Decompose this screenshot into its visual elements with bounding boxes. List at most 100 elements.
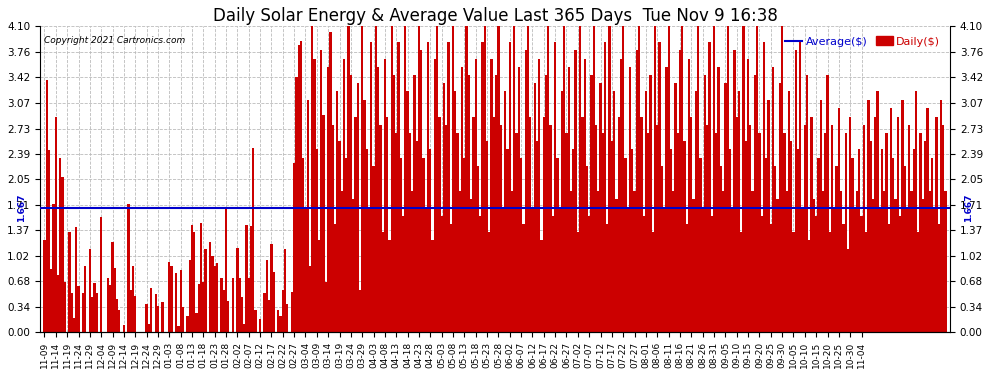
Bar [634, 191, 636, 332]
Text: 1.667: 1.667 [963, 194, 973, 222]
Bar [456, 133, 458, 332]
Bar [451, 27, 454, 332]
Bar [302, 158, 304, 332]
Bar [602, 133, 604, 332]
Bar [853, 208, 856, 332]
Bar [513, 27, 516, 332]
Bar [738, 92, 741, 332]
Bar [404, 27, 407, 332]
Bar [195, 313, 198, 332]
Bar [611, 141, 613, 332]
Bar [815, 216, 818, 332]
Bar [132, 267, 134, 332]
Bar [543, 117, 545, 332]
Bar [309, 266, 311, 332]
Bar [495, 75, 497, 332]
Bar [749, 125, 751, 332]
Bar [595, 125, 597, 332]
Bar [447, 42, 449, 332]
Bar [656, 125, 658, 332]
Bar [758, 133, 760, 332]
Bar [929, 191, 931, 332]
Bar [872, 200, 874, 332]
Bar [379, 125, 381, 332]
Bar [532, 208, 534, 332]
Bar [95, 293, 98, 332]
Bar [175, 273, 177, 332]
Bar [343, 58, 346, 332]
Bar [813, 200, 815, 332]
Bar [472, 117, 474, 332]
Bar [536, 141, 539, 332]
Bar [52, 204, 54, 332]
Bar [284, 249, 286, 332]
Bar [397, 42, 400, 332]
Bar [944, 191, 946, 332]
Bar [783, 133, 785, 332]
Bar [118, 310, 121, 332]
Bar [760, 216, 763, 332]
Bar [393, 75, 395, 332]
Bar [731, 208, 734, 332]
Bar [547, 27, 549, 332]
Bar [858, 150, 860, 332]
Bar [461, 67, 463, 332]
Bar [128, 204, 130, 332]
Bar [432, 240, 434, 332]
Bar [368, 208, 370, 332]
Bar [772, 67, 774, 332]
Bar [742, 27, 744, 332]
Bar [216, 263, 218, 332]
Bar [177, 326, 179, 332]
Bar [686, 224, 688, 332]
Bar [227, 301, 230, 332]
Bar [851, 158, 853, 332]
Bar [692, 200, 695, 332]
Bar [188, 260, 191, 332]
Bar [263, 293, 265, 332]
Bar [802, 208, 804, 332]
Bar [795, 50, 797, 332]
Bar [114, 268, 116, 332]
Bar [427, 42, 430, 332]
Bar [388, 240, 391, 332]
Bar [441, 216, 443, 332]
Bar [291, 292, 293, 332]
Bar [337, 92, 339, 332]
Bar [84, 267, 86, 332]
Bar [616, 200, 618, 332]
Bar [504, 92, 506, 332]
Bar [940, 99, 942, 332]
Bar [341, 191, 343, 332]
Bar [407, 92, 409, 332]
Bar [463, 158, 465, 332]
Bar [413, 75, 416, 332]
Bar [354, 117, 356, 332]
Bar [781, 27, 783, 332]
Bar [304, 208, 307, 332]
Bar [465, 27, 467, 332]
Bar [769, 224, 772, 332]
Bar [391, 27, 393, 332]
Bar [75, 227, 77, 332]
Bar [625, 158, 627, 332]
Bar [239, 278, 241, 332]
Bar [609, 27, 611, 332]
Bar [763, 42, 765, 332]
Bar [590, 75, 593, 332]
Bar [579, 27, 581, 332]
Bar [881, 150, 883, 332]
Bar [936, 117, 938, 332]
Bar [286, 304, 288, 332]
Bar [727, 27, 729, 332]
Bar [577, 232, 579, 332]
Bar [516, 133, 518, 332]
Bar [68, 232, 70, 332]
Bar [332, 125, 334, 332]
Bar [549, 125, 551, 332]
Bar [211, 256, 214, 332]
Bar [638, 27, 641, 332]
Bar [767, 99, 769, 332]
Bar [790, 141, 792, 332]
Bar [711, 216, 713, 332]
